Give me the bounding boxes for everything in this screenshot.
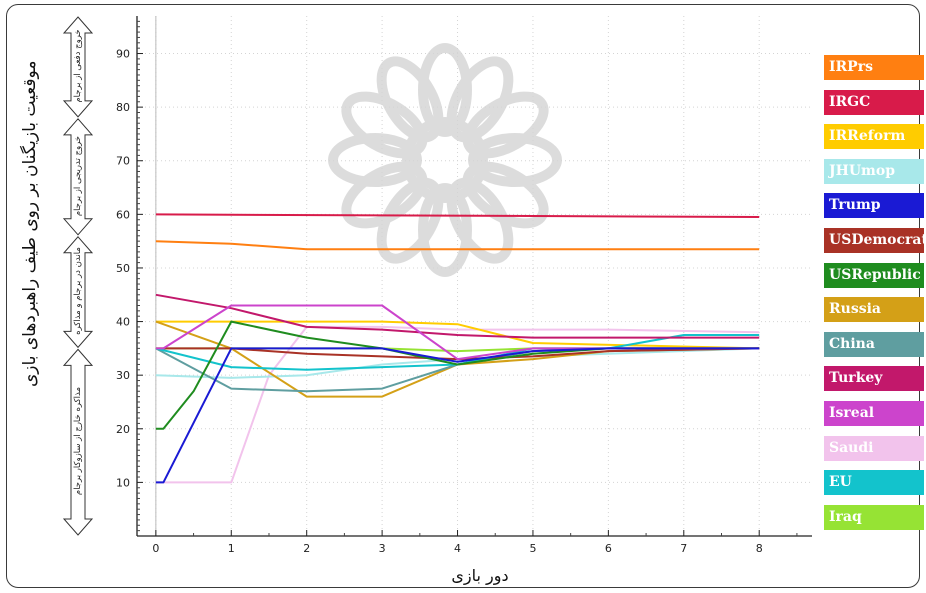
gridlines [137,16,812,536]
y-axis-title: موقعیت بازیگنان بر روی طیف راهبردهای باز… [20,60,40,387]
strategy-band-label: خروج تدریجی از برجام [73,135,83,216]
strategy-band-arrow [62,236,94,349]
x-axis-title: دور بازی [451,566,509,585]
watermark-petal [446,177,514,264]
x-tick-label: 6 [605,542,612,555]
legend-item-iraq: Iraq [824,504,924,530]
series-line-saudi [155,325,760,484]
x-tick-label: 7 [680,542,687,555]
legend-item-usrepublic: USRepublic [824,262,924,288]
watermark-petal [376,56,444,143]
y-tick-label: 60 [116,208,130,221]
legend-item-isreal: Isreal [824,401,924,426]
x-tick-label: 3 [379,542,386,555]
strategy-band-label: ماندن در برجام و مذاکره [73,247,83,335]
legend-item-irprs: IRPrs [824,55,924,80]
axes: 10 20 30 40 50 60 70 80 90 0 1 2 3 4 5 6 7 8 [116,16,812,555]
watermark-petal [341,91,428,159]
series-line-trump [155,347,760,484]
watermark-core [402,117,488,203]
strategy-bands [62,16,94,536]
x-tick-label: 1 [228,542,235,555]
legend-item-russia: Russia [824,297,924,323]
strategy-band-label: مذاکره خارج از سازوکار برجام [73,387,83,496]
y-tick-label: 70 [116,155,130,168]
y-tick-label: 90 [116,48,130,61]
strategy-band-arrow [62,348,94,536]
x-tick-label: 5 [529,542,536,555]
x-tick-label: 2 [303,542,310,555]
legend-item-irreform: IRReform [824,124,924,150]
watermark-petal [418,43,472,137]
y-tick-label: 80 [116,101,130,114]
x-tick-label: 8 [756,542,763,555]
legend-item-eu: EU [824,470,924,496]
chart-frame [6,4,920,588]
legend-item-saudi: Saudi [824,435,924,461]
watermark-petal [376,177,444,264]
strategy-band-arrow [62,16,94,118]
x-tick-label: 0 [152,542,159,555]
y-tick-label: 50 [116,262,130,275]
legend-item-trump: Trump [824,193,924,219]
watermark-petal [328,133,422,187]
legend-item-jhumop: JHUmop [824,158,924,184]
strategy-band-label: خروج دفعی از برجام [73,29,83,103]
x-tick-label: 4 [454,542,461,555]
watermark-petal [446,56,514,143]
y-tick-label: 10 [116,476,130,489]
watermark-petal [468,133,562,187]
watermark-petal [462,91,549,159]
legend-item-turkey: Turkey [824,366,924,392]
y-tick-label: 30 [116,369,130,382]
series-line-irgc [155,213,760,218]
watermark-emblem [328,43,562,277]
y-tick-label: 40 [116,316,130,329]
legend-item-china: China [824,331,924,357]
watermark-petal [418,183,472,277]
strategy-band-arrow [62,118,94,236]
series-layer [155,213,760,484]
series-line-usrepublic [155,320,760,430]
legend-item-irgc: IRGC [824,89,924,115]
legend-item-usdemocrat: USDemocrat [824,228,924,253]
y-tick-label: 20 [116,423,130,436]
series-line-irprs [155,240,760,251]
